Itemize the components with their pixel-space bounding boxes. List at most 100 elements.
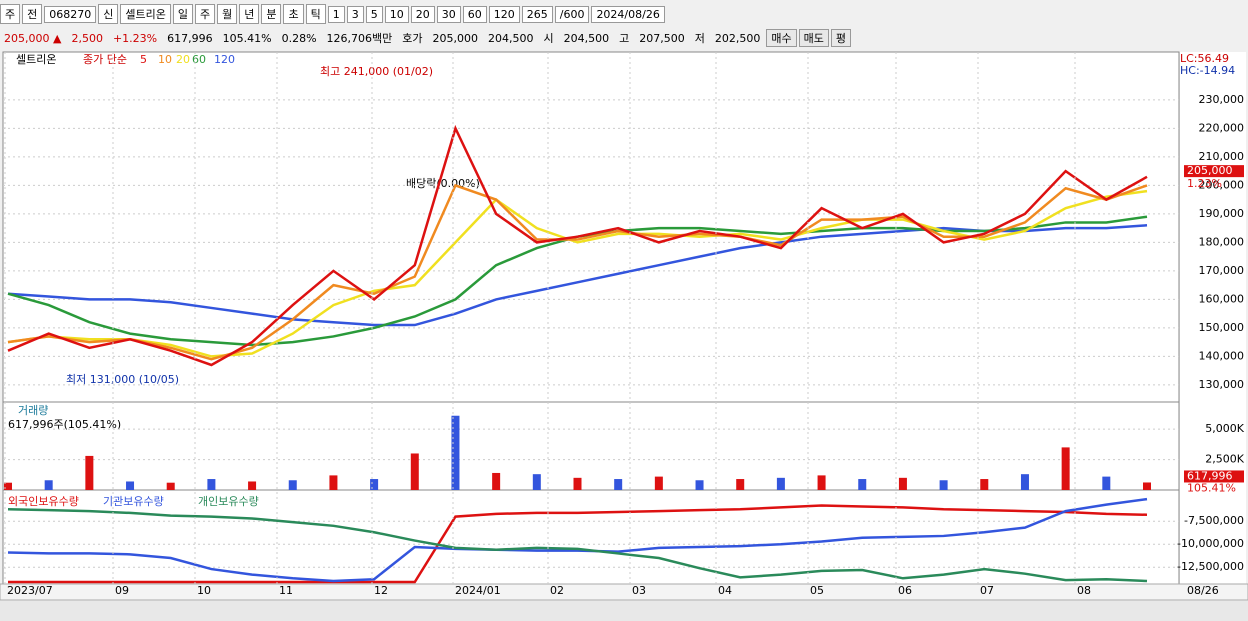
toolbar-item[interactable]: 일 [172, 4, 193, 24]
info-item: 617,996 [167, 31, 213, 45]
info-item: 204,500 [488, 31, 534, 45]
volume-bar [776, 477, 785, 490]
volume-bar [85, 455, 94, 490]
toolbar-item[interactable]: 10 [384, 5, 409, 23]
volume-bar [1143, 482, 1151, 490]
series-line [7, 224, 1148, 327]
volume-title: 거래량 [18, 404, 48, 417]
high-annotation: 최고 241,000 (01/02) [320, 65, 433, 78]
x-tick-label: 06 [898, 584, 912, 597]
toolbar-item[interactable]: 신 [98, 4, 119, 24]
series-line [7, 497, 1148, 583]
x-tick-label: 10 [197, 584, 211, 597]
y-tick-label: 220,000 [1199, 121, 1245, 134]
toolbar-item[interactable]: 년 [239, 4, 260, 24]
x-end-label: 08/26 [1187, 584, 1219, 597]
info-item: 205,000 [432, 31, 479, 45]
toolbar-item[interactable]: 20 [410, 5, 435, 23]
volume-bar [817, 475, 826, 490]
volume-bar [370, 479, 379, 490]
y-tick-label: 140,000 [1199, 349, 1245, 362]
toolbar-item[interactable]: 셀트리온 [120, 4, 171, 24]
toolbar-item[interactable]: 전 [22, 4, 43, 24]
last-volume-box [1184, 470, 1244, 483]
plot-bg [2, 51, 1180, 585]
toolbar-item[interactable]: 068270 [44, 5, 97, 23]
y-tick-label: 150,000 [1199, 321, 1245, 334]
volume-bar [939, 480, 948, 490]
toolbar-item[interactable]: 초 [283, 4, 304, 24]
last-price: 205,000 [1187, 164, 1233, 177]
info-item: 126,706백만 [326, 32, 393, 45]
x-tick-label: 09 [115, 584, 129, 597]
legend-entry: 기관보유수량 [103, 495, 164, 508]
trade-button[interactable]: 매수 [766, 29, 797, 47]
y-tick-label: 180,000 [1199, 235, 1245, 248]
x-axis-bg [0, 583, 1248, 601]
toolbar-item[interactable]: 30 [436, 5, 461, 23]
y-tick-label: -12,500,000 [1177, 560, 1244, 573]
info-item: 202,500 [714, 31, 761, 45]
y-tick-label: 190,000 [1199, 207, 1245, 220]
last-change: 1.23% [1187, 177, 1222, 190]
info-item: 시 [543, 32, 554, 45]
y-tick-label: 160,000 [1199, 292, 1245, 305]
count[interactable]: 265 [521, 5, 553, 23]
trade-button[interactable]: 평 [830, 29, 852, 47]
last-ratio: 105.41% [1187, 481, 1236, 494]
toolbar-item[interactable]: 주 [0, 4, 21, 24]
axis-bg [1180, 52, 1246, 584]
legend-entry: 외국인보유수량 [8, 495, 79, 508]
volume-bar [492, 472, 501, 490]
volume-bar [451, 415, 460, 490]
info-item: 고 [619, 32, 630, 45]
series-line [7, 124, 1148, 367]
y-tick-label: 210,000 [1199, 150, 1245, 163]
legend-prefix: 종가 단순 [83, 53, 127, 66]
volume-bar [248, 481, 257, 490]
legend-entry: 10 [158, 53, 172, 66]
info-item: 105.41% [222, 31, 272, 45]
toolbar-item[interactable]: 5 [365, 5, 383, 23]
last-volume: 617,996 [1187, 469, 1233, 482]
x-tick-label: 08 [1077, 584, 1091, 597]
x-tick-label: 11 [279, 584, 293, 597]
info-item: 0.28% [281, 31, 317, 45]
y-tick-label: 170,000 [1199, 264, 1245, 277]
count-max: /600 [554, 5, 590, 23]
volume-bar [898, 477, 907, 490]
toolbar-item[interactable]: 1 [327, 5, 345, 23]
volume-bar [288, 480, 297, 490]
toolbar-item[interactable]: 분 [261, 4, 282, 24]
volume-bar [1061, 447, 1070, 490]
series-line [7, 183, 1148, 361]
toolbar-item[interactable]: 주 [194, 4, 216, 24]
lc-label: LC:56.49 [1180, 52, 1229, 65]
toolbar-item[interactable]: 3 [346, 5, 364, 23]
info-item: 2,500 [71, 31, 103, 45]
x-tick-label: 05 [810, 584, 824, 597]
info-bar: 205,000 ▲ 2,500 +1.23% 617,996 105.41% 0.28% 1… [0, 29, 1248, 47]
toolbar-item[interactable]: 월 [217, 4, 238, 24]
volume-bar [44, 480, 53, 490]
series-line [7, 507, 1148, 583]
date[interactable]: 2024/08/26 [591, 5, 665, 23]
stock-name: 셀트리온 [16, 53, 56, 66]
volume-bar [1102, 476, 1111, 490]
volume-bar [329, 475, 338, 490]
series-line [8, 504, 1148, 584]
volume-bar [695, 480, 704, 490]
y-tick-label: -10,000,000 [1177, 537, 1244, 550]
toolbar-item[interactable]: 120 [488, 5, 520, 23]
info-item: 호가 [402, 32, 423, 45]
x-tick-label: 07 [980, 584, 994, 597]
info-item: 204,500 [563, 31, 610, 45]
toolbar-item[interactable]: 틱 [305, 4, 326, 24]
volume-bar [4, 482, 12, 490]
trade-button[interactable]: 매도 [798, 29, 829, 47]
toolbar-item[interactable]: 60 [462, 5, 487, 23]
scrollbar[interactable] [0, 601, 1248, 621]
volume-bar [166, 482, 175, 490]
series-line [7, 189, 1148, 358]
